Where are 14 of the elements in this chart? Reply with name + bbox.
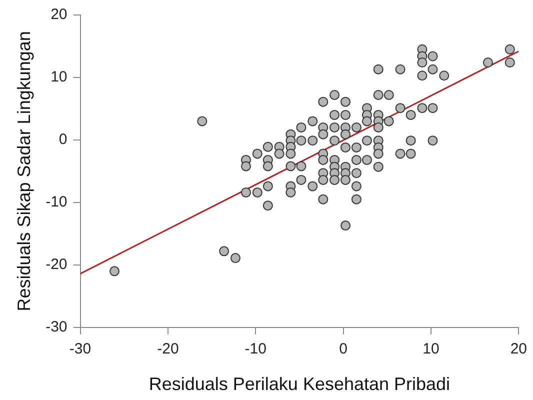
- y-tick-label: -20: [46, 256, 68, 274]
- x-tick-label: -30: [69, 340, 92, 358]
- y-tick-label: 20: [50, 6, 68, 24]
- y-tick-label: -30: [46, 318, 68, 336]
- y-tick-label: -10: [46, 194, 68, 211]
- x-tick-label: -20: [157, 340, 179, 358]
- y-tick-label: 0: [58, 131, 68, 148]
- y-axis-title: Residuals Sikap Sadar Lingkungan: [14, 31, 34, 312]
- x-tick-label: 0: [339, 340, 348, 358]
- y-tick-label: 10: [50, 68, 68, 86]
- x-tick-label: 10: [422, 340, 440, 358]
- x-tick-label: -10: [244, 340, 266, 358]
- x-tick-label: 20: [510, 340, 527, 358]
- x-axis-title: Residuals Perilaku Kesehatan Pribadi: [148, 374, 450, 394]
